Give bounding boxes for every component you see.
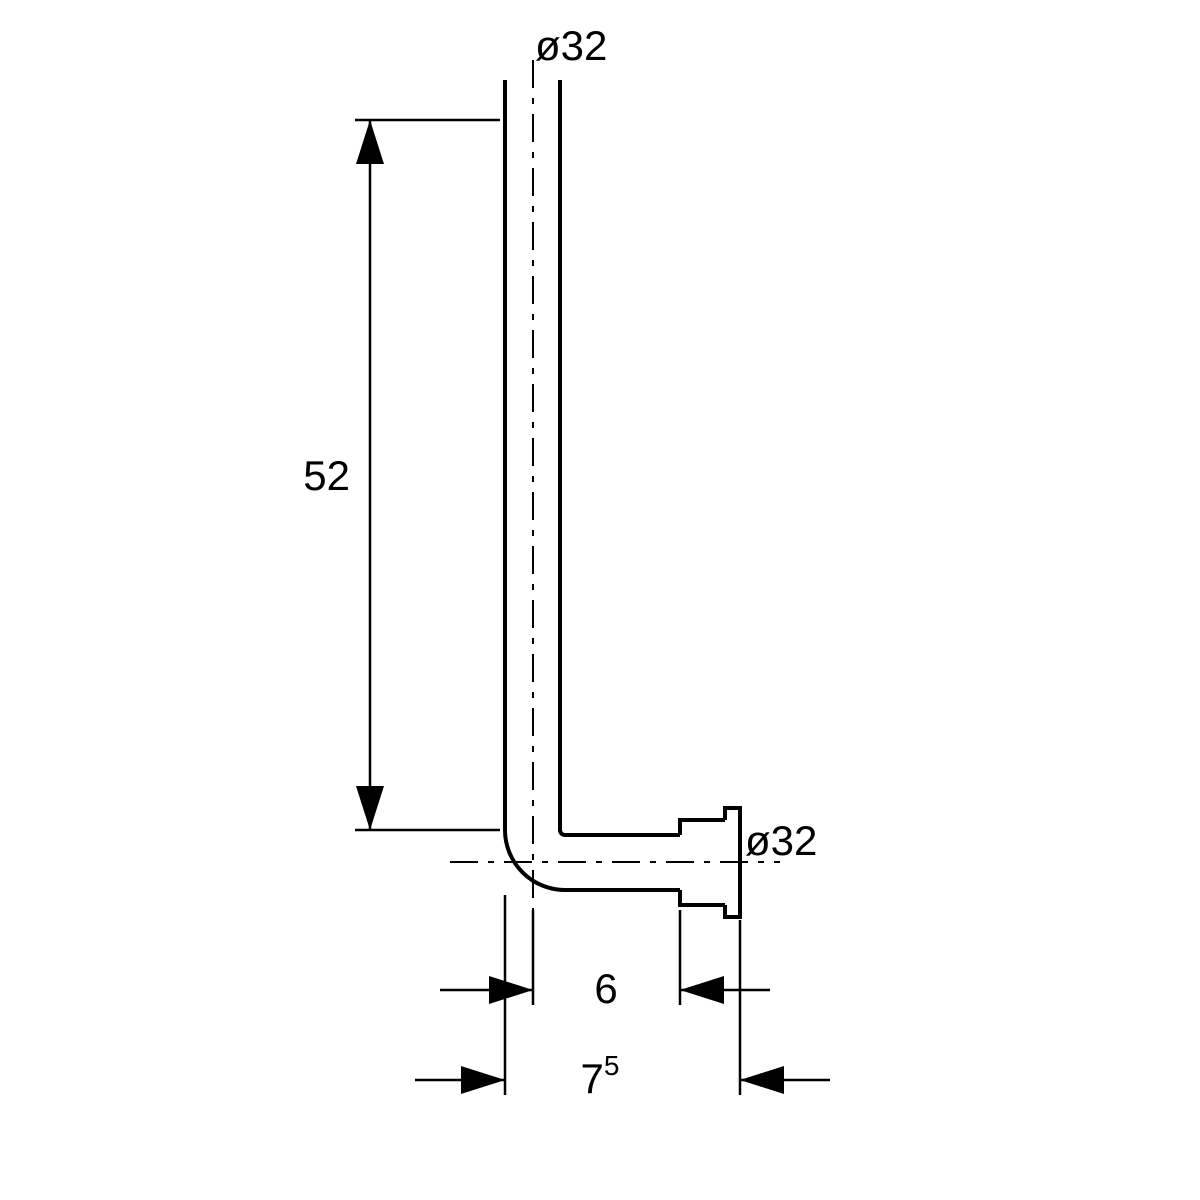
dim-width-75-base: 7 bbox=[581, 1055, 604, 1102]
dim-height: 52 bbox=[303, 120, 500, 830]
dim-diameter-top: ø32 bbox=[535, 22, 607, 69]
dim-diameter-side-label: ø32 bbox=[745, 817, 817, 864]
technical-drawing: 52 ø32 ø32 6 75 bbox=[0, 0, 1200, 1200]
dim-diameter-side: ø32 bbox=[745, 817, 817, 864]
dim-width-75-sup: 5 bbox=[604, 1050, 620, 1081]
dim-diameter-top-label: ø32 bbox=[535, 22, 607, 69]
dim-width-75: 75 bbox=[415, 895, 830, 1102]
dim-width-75-label: 75 bbox=[581, 1050, 620, 1102]
center-lines bbox=[450, 60, 780, 960]
dim-width-6: 6 bbox=[440, 910, 770, 1012]
pipe-outline bbox=[505, 80, 740, 917]
dim-height-label: 52 bbox=[303, 452, 350, 499]
dim-width-6-label: 6 bbox=[594, 965, 617, 1012]
